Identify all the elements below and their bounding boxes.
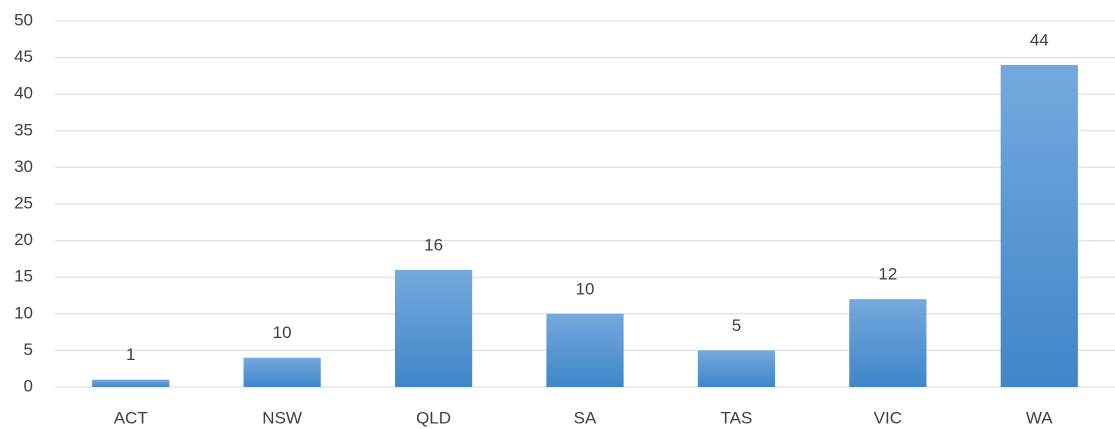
y-tick-label: 30	[14, 157, 33, 176]
x-tick-label: WA	[1026, 408, 1053, 427]
data-label: 10	[273, 323, 292, 342]
bar	[849, 299, 927, 387]
y-tick-label: 50	[14, 10, 33, 29]
y-tick-label: 20	[14, 230, 33, 249]
x-tick-label: TAS	[721, 408, 753, 427]
y-tick-label: 10	[14, 303, 33, 322]
data-label: 16	[424, 235, 443, 254]
bar	[546, 313, 624, 387]
y-tick-label: 0	[24, 376, 33, 395]
y-tick-label: 15	[14, 267, 33, 286]
bar	[394, 269, 473, 387]
data-label: 12	[878, 265, 897, 284]
y-tick-label: 35	[14, 120, 33, 139]
bar	[243, 357, 321, 387]
x-tick-label: ACT	[114, 408, 148, 427]
y-tick-label: 40	[14, 84, 33, 103]
bar	[1000, 64, 1078, 388]
y-tick-label: 5	[24, 340, 33, 359]
x-tick-label: QLD	[416, 408, 451, 427]
y-tick-label: 25	[14, 193, 33, 212]
y-tick-label: 45	[14, 47, 33, 66]
bar	[697, 350, 776, 387]
data-label: 44	[1030, 30, 1049, 49]
x-tick-label: NSW	[262, 408, 302, 427]
bar	[92, 379, 170, 387]
data-label: 5	[732, 316, 741, 335]
data-label: 1	[126, 345, 135, 364]
x-tick-label: SA	[574, 408, 597, 427]
x-tick-label: VIC	[874, 408, 902, 427]
data-label: 10	[576, 279, 595, 298]
